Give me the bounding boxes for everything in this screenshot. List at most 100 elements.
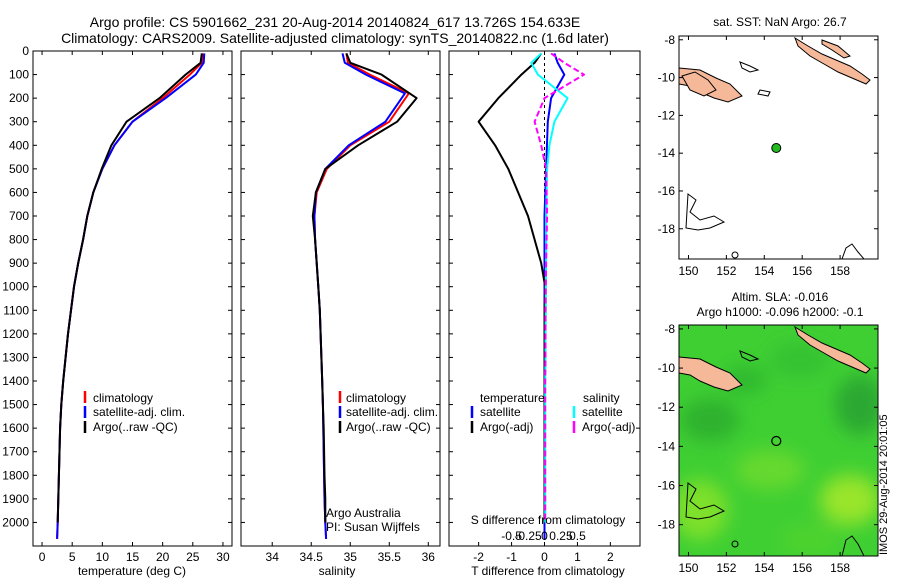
s-difference-label: S difference from climatology bbox=[471, 513, 626, 527]
islet bbox=[731, 251, 739, 259]
depth-tick-label: 1400 bbox=[2, 374, 29, 388]
difference-legend: temperature satellite Argo(-adj) salinit… bbox=[470, 391, 635, 434]
temperature-series bbox=[56, 53, 206, 539]
sla-field-blobs bbox=[679, 342, 878, 556]
depth-tick-label: 300 bbox=[9, 115, 29, 129]
depth-tick-label: 600 bbox=[9, 185, 29, 199]
legend-label-satellite: satellite-adj. clim. bbox=[93, 405, 185, 419]
sst-map-coastline bbox=[679, 36, 871, 259]
map-y-tick-label: -12 bbox=[658, 108, 676, 122]
argo-float-marker bbox=[771, 435, 782, 447]
map-x-tick-label: 156 bbox=[792, 264, 812, 278]
credit-line-1: Argo Australia bbox=[326, 506, 401, 520]
sla-map-title: Altim. SLA: -0.016 bbox=[732, 290, 829, 304]
sla-map-frame bbox=[678, 324, 879, 557]
depth-tick-label: 1900 bbox=[2, 492, 29, 506]
legend-label-argo: Argo(..raw -QC) bbox=[346, 420, 431, 434]
map-x-tick-label: 158 bbox=[830, 264, 850, 278]
s-tick-label: -0.25 bbox=[514, 529, 542, 543]
x-tick-label: 15 bbox=[126, 550, 140, 564]
imos-timestamp: IMOS 29-Aug-2014 20:01:05 bbox=[878, 414, 890, 555]
map-y-tick-label: -10 bbox=[658, 361, 676, 375]
legend-title-salinity: salinity bbox=[583, 391, 620, 405]
islet bbox=[731, 540, 739, 548]
legend-label-s-satellite: satellite bbox=[582, 405, 623, 419]
salinity-series bbox=[311, 53, 418, 539]
land-solomons-north bbox=[821, 39, 852, 59]
difference-y-ticks bbox=[449, 50, 640, 523]
reef-outline bbox=[841, 535, 865, 556]
legend-label-climatology: climatology bbox=[93, 391, 153, 405]
depth-tick-label: 400 bbox=[9, 138, 29, 152]
sla-field bbox=[679, 325, 878, 556]
map-x-tick-label: 152 bbox=[716, 264, 736, 278]
x-tick-label: 25 bbox=[186, 550, 200, 564]
sla-map: Altim. SLA: -0.016 Argo h1000: -0.096 h2… bbox=[658, 290, 879, 575]
land-solomons bbox=[794, 325, 871, 374]
legend-label-satellite: satellite-adj. clim. bbox=[346, 405, 438, 419]
map-y-tick-label: -12 bbox=[658, 400, 676, 414]
depth-tick-label: 200 bbox=[9, 91, 29, 105]
salinity-plot-frame bbox=[240, 50, 441, 547]
map-y-tick-label: -8 bbox=[664, 33, 675, 47]
s-tick-label: 0.5 bbox=[569, 529, 586, 543]
x-tick-label: 35 bbox=[344, 550, 358, 564]
s-tick-label: 0.25 bbox=[549, 529, 573, 543]
series-satellite-adj-clim- bbox=[56, 53, 206, 539]
temperature-panel: 0100200300400500600700800900100011001200… bbox=[2, 44, 233, 578]
map-y-tick-label: -8 bbox=[664, 322, 675, 336]
temperature-x-ticks: 0 5 10 15 20 25 30 bbox=[39, 51, 230, 564]
depth-tick-label: 900 bbox=[9, 256, 29, 270]
x-tick-label: 10 bbox=[96, 550, 110, 564]
depth-tick-label: 2000 bbox=[2, 515, 29, 529]
temperature-plot-frame bbox=[32, 50, 233, 547]
difference-series bbox=[477, 52, 585, 539]
x-tick-label: -1 bbox=[506, 550, 517, 564]
credit-line-2: PI: Susan Wijffels bbox=[326, 520, 420, 534]
sst-map-title: sat. SST: NaN Argo: 26.7 bbox=[713, 15, 847, 29]
map-x-tick-label: 158 bbox=[830, 561, 850, 575]
depth-tick-label: 800 bbox=[9, 233, 29, 247]
map-x-tick-label: 154 bbox=[754, 264, 774, 278]
land-solomons bbox=[794, 36, 871, 85]
map-y-tick-label: -10 bbox=[658, 71, 676, 85]
difference-panel: -2 -1 0 1 2 S difference from climatology -0… bbox=[448, 50, 641, 578]
x-tick-label: 36 bbox=[422, 550, 436, 564]
x-tick-label: 5 bbox=[69, 550, 76, 564]
figure-title: Argo profile: CS 5901662_231 20-Aug-2014… bbox=[90, 14, 580, 30]
map-y-tick-label: -18 bbox=[658, 518, 676, 532]
temperature-xlabel: temperature (deg C) bbox=[78, 564, 186, 578]
map-y-tick-label: -14 bbox=[658, 439, 676, 453]
islet bbox=[757, 89, 771, 97]
series-climatology bbox=[313, 53, 410, 539]
x-tick-label: 0 bbox=[39, 550, 46, 564]
series-argo-raw-qc- bbox=[56, 53, 203, 523]
x-tick-label: -2 bbox=[473, 550, 484, 564]
depth-tick-label: 1300 bbox=[2, 350, 29, 364]
legend-label-climatology: climatology bbox=[346, 391, 406, 405]
map-x-tick-label: 152 bbox=[716, 561, 736, 575]
s-tick-label: 0 bbox=[541, 529, 548, 543]
depth-tick-label: 1500 bbox=[2, 398, 29, 412]
map-x-tick-label: 156 bbox=[792, 561, 812, 575]
salinity-x-ticks: 34 34.5 35 35.5 36 bbox=[266, 51, 436, 564]
figure-subtitle: Climatology: CARS2009. Satellite-adjuste… bbox=[61, 30, 609, 46]
islet bbox=[739, 350, 760, 362]
depth-tick-label: 700 bbox=[9, 209, 29, 223]
sst-map-frame bbox=[678, 35, 879, 260]
salinity-legend: climatology satellite-adj. clim. Argo(..… bbox=[338, 391, 438, 434]
s-difference-ticks: -0.5-0.25 0 0.250.5 bbox=[501, 529, 586, 543]
salinity-xlabel: salinity bbox=[319, 564, 356, 578]
depth-axis-ticks: 0 100 200 300 400 500 600 700 800 900 1000 1100 1200… bbox=[2, 44, 232, 529]
x-tick-label: 35.5 bbox=[378, 550, 402, 564]
legend-label-t-satellite: satellite bbox=[480, 405, 521, 419]
depth-tick-label: 100 bbox=[9, 68, 29, 82]
series-s-satellite bbox=[530, 52, 569, 523]
argo-float-marker bbox=[771, 142, 782, 153]
sla-map-ticks: 150 152 154 156 158 -8 -10 -12 -14 -16 -18 bbox=[658, 322, 878, 575]
map-x-tick-label: 154 bbox=[754, 561, 774, 575]
islet bbox=[739, 61, 760, 73]
legend-label-t-argo: Argo(-adj) bbox=[480, 420, 533, 434]
map-y-tick-label: -16 bbox=[658, 184, 676, 198]
